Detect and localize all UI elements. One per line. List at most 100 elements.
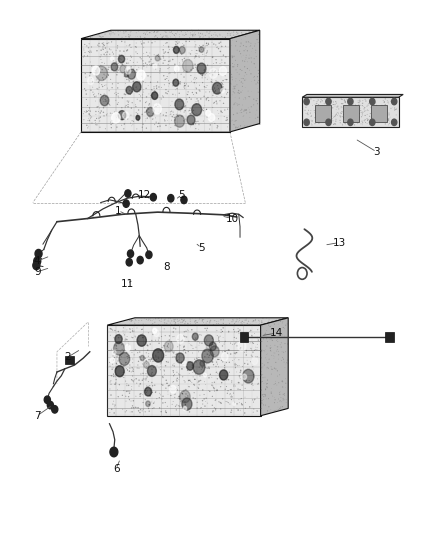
Point [103, 96, 110, 105]
Point [345, 117, 352, 125]
Point [181, 378, 188, 386]
Circle shape [88, 77, 94, 85]
Point [314, 108, 321, 116]
Point [222, 32, 229, 41]
Point [205, 353, 212, 361]
Point [321, 95, 328, 103]
Point [110, 364, 117, 372]
Point [170, 110, 177, 119]
Point [199, 400, 206, 408]
Point [215, 39, 223, 47]
Point [256, 69, 263, 78]
Point [98, 51, 105, 59]
Point [206, 87, 213, 96]
Point [190, 330, 197, 338]
Point [181, 342, 188, 351]
Point [165, 42, 172, 50]
Point [81, 48, 88, 56]
Point [141, 29, 148, 37]
Point [385, 99, 392, 108]
Point [282, 364, 289, 372]
Point [237, 65, 244, 74]
Point [322, 98, 329, 106]
Point [167, 319, 174, 327]
Point [81, 52, 88, 60]
Point [171, 101, 178, 109]
Point [271, 364, 278, 373]
Point [235, 325, 242, 333]
Point [152, 102, 159, 111]
Text: 12: 12 [138, 190, 151, 199]
Point [118, 37, 125, 46]
Point [170, 82, 177, 90]
Point [248, 77, 255, 86]
Point [254, 407, 261, 416]
Point [95, 39, 102, 48]
Point [244, 58, 251, 66]
Point [167, 28, 174, 37]
Point [192, 52, 199, 60]
Point [127, 316, 134, 324]
Point [108, 66, 115, 74]
Point [277, 317, 284, 326]
Point [87, 68, 94, 77]
Point [218, 328, 225, 337]
Point [185, 358, 192, 366]
Bar [65, 356, 74, 364]
Point [156, 317, 163, 325]
Point [154, 28, 161, 36]
Point [315, 100, 322, 109]
Point [231, 99, 238, 108]
Point [239, 86, 246, 95]
Point [255, 69, 262, 78]
Point [268, 321, 275, 330]
Point [211, 350, 218, 359]
Point [227, 29, 234, 38]
Point [305, 106, 312, 114]
Point [208, 342, 215, 350]
Point [143, 359, 150, 368]
Point [143, 124, 150, 132]
Point [231, 328, 238, 336]
Point [221, 71, 228, 80]
Point [229, 104, 236, 112]
Point [151, 326, 158, 335]
Point [342, 113, 349, 122]
Point [250, 339, 257, 348]
Point [252, 345, 259, 354]
Point [237, 406, 244, 415]
Point [346, 117, 353, 126]
Point [366, 112, 373, 120]
Point [361, 103, 368, 112]
Point [104, 110, 111, 118]
Point [130, 117, 137, 126]
Point [219, 358, 226, 366]
Point [141, 108, 148, 117]
Point [276, 397, 283, 406]
Point [102, 28, 110, 36]
Circle shape [136, 116, 140, 120]
Point [200, 117, 207, 125]
Point [124, 46, 131, 54]
Point [237, 368, 244, 377]
Point [128, 333, 135, 342]
Point [179, 55, 186, 64]
Point [143, 97, 150, 106]
Point [159, 33, 166, 41]
Point [198, 339, 205, 348]
Point [207, 317, 214, 326]
Point [100, 45, 107, 54]
Point [331, 112, 338, 120]
Point [167, 314, 174, 322]
Point [197, 314, 204, 322]
Point [281, 325, 288, 333]
Point [259, 391, 266, 399]
Point [179, 39, 186, 48]
Point [97, 53, 104, 61]
Point [124, 354, 131, 362]
Point [172, 122, 179, 130]
Point [252, 63, 259, 71]
Point [114, 42, 121, 50]
Point [110, 56, 117, 64]
Point [139, 123, 146, 132]
